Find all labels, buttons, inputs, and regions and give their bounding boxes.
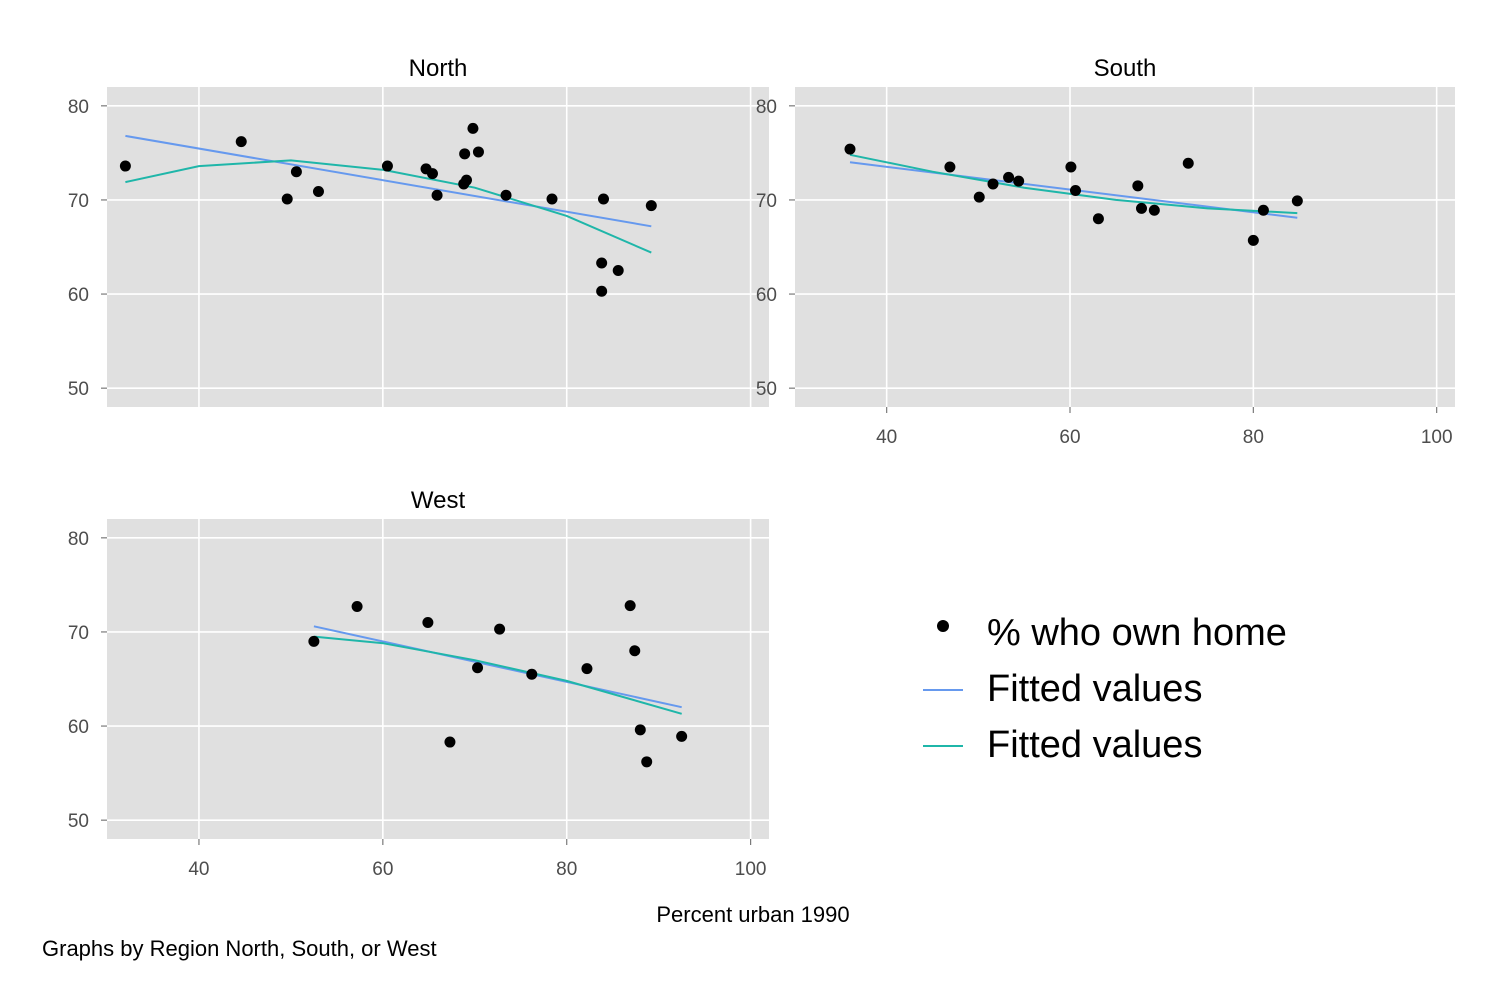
- data-point: [641, 756, 653, 768]
- data-point: [676, 730, 688, 742]
- data-point: [987, 178, 999, 190]
- data-point: [1070, 185, 1081, 197]
- y-tick-label: 60: [68, 717, 89, 738]
- data-point: [422, 617, 434, 629]
- data-point: [944, 161, 956, 173]
- data-point: [500, 189, 512, 201]
- linear-fit-line: [313, 625, 682, 709]
- data-point: [281, 193, 293, 205]
- data-point: [472, 662, 484, 674]
- x-tick-label: 100: [735, 859, 767, 880]
- data-point: [624, 600, 636, 612]
- data-point: [1182, 157, 1194, 169]
- y-tick-label: 60: [68, 285, 89, 306]
- y-tick-label: 80: [756, 97, 777, 118]
- data-point: [467, 122, 479, 134]
- data-point: [381, 160, 393, 172]
- data-point: [1132, 180, 1144, 192]
- x-tick-label: 40: [188, 859, 209, 880]
- data-point: [612, 265, 624, 277]
- data-point: [1257, 204, 1269, 216]
- data-point: [426, 168, 438, 180]
- x-tick-label: 60: [1059, 427, 1080, 448]
- x-tick-label: 80: [556, 859, 577, 880]
- data-point: [598, 193, 609, 205]
- quadratic-fit-line: [125, 159, 652, 254]
- panel-background: [795, 87, 1455, 407]
- data-point: [596, 257, 608, 269]
- y-tick-label: 50: [68, 811, 89, 832]
- panel-title: North: [409, 55, 468, 82]
- data-point: [312, 185, 324, 197]
- data-point: [1092, 213, 1104, 225]
- legend-label: Fitted values: [987, 724, 1202, 766]
- legend-label: % who own home: [987, 612, 1287, 654]
- data-point: [1136, 202, 1147, 214]
- data-point: [1247, 234, 1259, 246]
- x-axis-title: Percent urban 1990: [656, 902, 849, 927]
- y-tick-label: 60: [756, 285, 777, 306]
- data-point: [546, 193, 558, 205]
- data-point: [526, 668, 538, 680]
- x-tick-label: 80: [1243, 427, 1264, 448]
- data-point: [444, 736, 456, 748]
- data-point: [308, 635, 320, 647]
- data-point: [634, 724, 646, 736]
- panel-south: 50 60 70 80 40 60 80 100 South: [756, 55, 1455, 448]
- data-point: [645, 200, 657, 212]
- data-point: [235, 136, 247, 148]
- data-point: [431, 189, 443, 201]
- legend-item: Fitted values: [923, 724, 1202, 766]
- y-tick-label: 50: [68, 379, 89, 400]
- y-tick-label: 70: [756, 191, 777, 212]
- quadratic-fit-line: [849, 153, 1298, 215]
- panel-title: South: [1094, 55, 1157, 82]
- panel-background: [107, 519, 769, 839]
- graphs-by-note: Graphs by Region North, South, or West: [42, 936, 437, 961]
- x-tick-label: 100: [1421, 427, 1453, 448]
- legend-marker: [937, 620, 949, 632]
- y-tick-label: 80: [68, 529, 89, 550]
- data-point: [119, 160, 131, 172]
- data-point: [1013, 175, 1025, 187]
- x-tick-label: 40: [876, 427, 897, 448]
- data-point: [1003, 171, 1015, 183]
- legend-item: Fitted values: [923, 668, 1202, 710]
- data-point: [290, 166, 302, 178]
- legend-item: % who own home: [937, 612, 1287, 654]
- data-point: [1065, 161, 1077, 173]
- data-point: [459, 148, 471, 160]
- data-point: [629, 645, 641, 657]
- y-tick-label: 50: [756, 379, 777, 400]
- panel-background: [107, 87, 769, 407]
- linear-fit-line: [125, 134, 652, 228]
- panel-title: West: [411, 487, 466, 514]
- data-point: [351, 601, 363, 613]
- legend-label: Fitted values: [987, 668, 1202, 710]
- data-point: [581, 663, 593, 675]
- panel-west: 50 60 70 80 40 60 80 100 West: [68, 487, 769, 880]
- panel-north: 50 60 70 80 North: [68, 55, 769, 407]
- data-point: [472, 146, 484, 158]
- data-point: [596, 285, 608, 297]
- data-point: [844, 143, 856, 155]
- panels-layer: 50 60 70 80 North 50 60 70 80 40 60 80 100 South 50 60 7…: [68, 55, 1455, 880]
- x-tick-label: 60: [372, 859, 393, 880]
- legend: % who own home Fitted values Fitted values: [923, 612, 1287, 766]
- y-tick-label: 80: [68, 97, 89, 118]
- data-point: [494, 623, 506, 635]
- y-tick-label: 70: [68, 191, 89, 212]
- data-point: [1291, 195, 1303, 207]
- data-point: [973, 191, 985, 203]
- y-tick-label: 70: [68, 623, 89, 644]
- data-point: [458, 178, 470, 190]
- quadratic-fit-line: [313, 635, 682, 715]
- data-point: [1148, 204, 1160, 216]
